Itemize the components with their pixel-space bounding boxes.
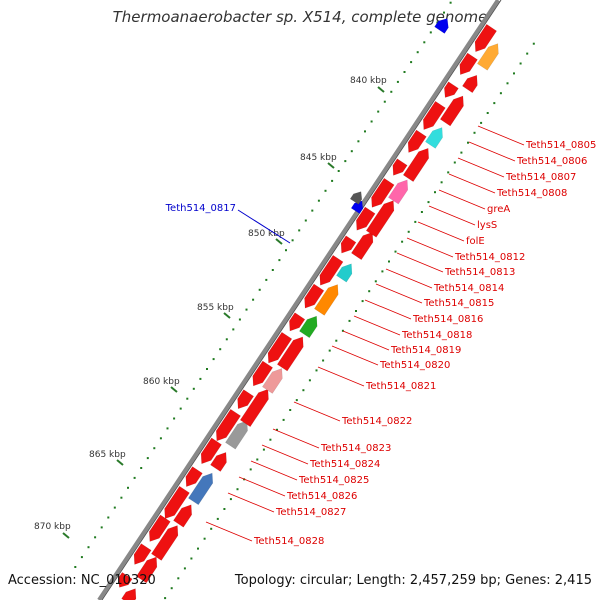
backbone-highlight: [101, 0, 502, 600]
gene-label-teth514-0808[interactable]: Teth514_0808: [496, 188, 567, 199]
gene-label-teth514-0820[interactable]: Teth514_0820: [379, 360, 450, 371]
gene-label-lyss[interactable]: lysS: [477, 220, 497, 231]
gene-label-teth514-0813[interactable]: Teth514_0813: [444, 267, 515, 278]
highlight-leader: [237, 209, 291, 244]
gene-label-teth514-0822[interactable]: Teth514_0822: [341, 416, 412, 427]
gene-label-teth514-0819[interactable]: Teth514_0819: [390, 345, 461, 356]
scale-label-840: 840 kbp: [350, 76, 387, 86]
topology-label: Topology: circular; Length: 2,457,259 bp…: [234, 573, 592, 588]
backbone-line: [97, 0, 500, 600]
gene-label-grea[interactable]: greA: [487, 204, 510, 215]
gene-label-teth514-0828[interactable]: Teth514_0828: [253, 536, 324, 547]
gene-label-teth514-0805[interactable]: Teth514_0805: [525, 140, 596, 151]
gene-label-teth514-0824[interactable]: Teth514_0824: [309, 459, 380, 470]
scale-label-855: 855 kbp: [197, 303, 234, 313]
gene-label-teth514-0818[interactable]: Teth514_0818: [401, 330, 472, 341]
gene-label-fole[interactable]: folE: [466, 236, 485, 247]
gene-label-teth514-0823[interactable]: Teth514_0823: [320, 443, 391, 454]
scale-label-870: 870 kbp: [34, 522, 71, 532]
gene-label-teth514-0825[interactable]: Teth514_0825: [298, 475, 369, 486]
gene-label-teth514-0815[interactable]: Teth514_0815: [423, 298, 494, 309]
gene-label-teth514-0806[interactable]: Teth514_0806: [516, 156, 587, 167]
scale-label-860: 860 kbp: [143, 377, 180, 387]
scale-label-865: 865 kbp: [89, 450, 126, 460]
gene-label-teth514-0826[interactable]: Teth514_0826: [286, 491, 357, 502]
gene-label-teth514-0812[interactable]: Teth514_0812: [454, 252, 525, 263]
label-leaders: [205, 125, 525, 542]
gene-label-teth514-0807[interactable]: Teth514_0807: [505, 172, 576, 183]
gene-label-teth514-0821[interactable]: Teth514_0821: [365, 381, 436, 392]
map-title: Thermoanaerobacter sp. X514, complete ge…: [112, 8, 488, 26]
accession-label: Accession: NC_010320: [8, 573, 156, 588]
gene-label-teth514-0814[interactable]: Teth514_0814: [433, 283, 504, 294]
scale-ticks: [62, 86, 385, 539]
highlight-gene-label[interactable]: Teth514_0817: [165, 203, 236, 214]
scale-label-850: 850 kbp: [248, 229, 285, 239]
gene-label-teth514-0816[interactable]: Teth514_0816: [412, 314, 483, 325]
scale-label-845: 845 kbp: [300, 153, 337, 163]
gene-label-teth514-0827[interactable]: Teth514_0827: [275, 507, 346, 518]
gene-features[interactable]: [114, 15, 502, 600]
scale-dots: [74, 1, 535, 600]
